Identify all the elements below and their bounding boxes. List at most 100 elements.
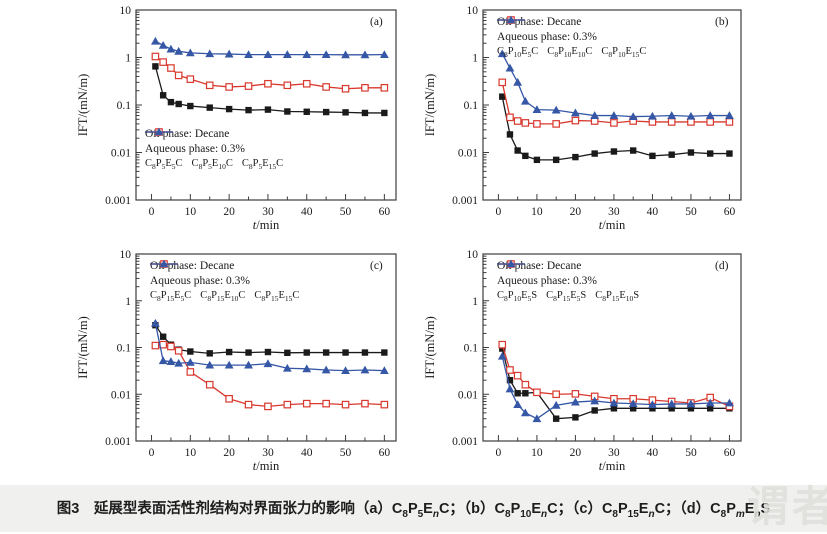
y-axis-label: IFT/(mN/m) [423, 74, 437, 137]
series-filled-square [499, 93, 733, 164]
legend-label: C8P5E5C [145, 158, 183, 172]
series-filled-triangle [497, 49, 734, 120]
inset-block: Oil phase: Decane Aqueous phase: 0.3% C8P1… [497, 15, 646, 59]
legend-marker-filled-triangle [145, 127, 173, 136]
legend-label: C8P15E10C [200, 290, 246, 304]
aqueous-phase-text: Aqueous phase: 0.3% [150, 274, 250, 287]
oil-phase-text: Oil phase: Decane [497, 16, 582, 28]
chart-canvas: 0 10 20 30 40 50 60 10 1 0.1 0.01 0.001 t/min IFT/(mN… [76, 5, 397, 232]
legend-label: C8P15E10S [595, 290, 640, 304]
x-axis-label: t/min [599, 218, 626, 232]
svg-text:20: 20 [223, 206, 235, 218]
aqueous-phase-text: Aqueous phase: 0.3% [497, 274, 597, 287]
panel-label: (d) [715, 260, 729, 272]
svg-text:10: 10 [467, 5, 479, 17]
aqueous-phase-text: Aqueous phase: 0.3% [497, 30, 597, 43]
aqueous-phase-text: Aqueous phase: 0.3% [145, 142, 245, 155]
svg-text:50: 50 [340, 447, 352, 459]
legend-marker-filled-triangle [497, 259, 525, 268]
oil-phase-text: Oil phase: Decane [145, 128, 230, 140]
legend-entry: C8P15E15C [150, 259, 299, 303]
chart-canvas: 0 10 20 30 40 50 60 10 1 0.1 0.01 0.001 t/min IFT/(mN… [76, 249, 397, 473]
legend-entry: C8P5E10C [145, 128, 233, 171]
svg-text:1: 1 [125, 53, 131, 65]
chart-canvas: 0 10 20 30 40 50 60 10 1 0.1 0.01 0.001 t/min IFT/(mN… [423, 5, 742, 232]
inset-block: Oil phase: Decane Aqueous phase: 0.3% C8P1… [497, 259, 639, 303]
legend: C8P10E5S C8P15E5S C8P15E10S [497, 259, 640, 304]
svg-text:60: 60 [379, 206, 391, 218]
svg-text:0.1: 0.1 [464, 100, 479, 112]
svg-text:1: 1 [472, 296, 478, 308]
series-filled-triangle [151, 36, 389, 59]
svg-text:30: 30 [262, 206, 274, 218]
svg-text:60: 60 [724, 206, 736, 218]
svg-text:0.001: 0.001 [105, 195, 131, 207]
svg-text:1: 1 [125, 296, 131, 308]
subplot-c: 0 10 20 30 40 50 60 10 1 0.1 0.01 0.001 t/min IFT/(mN… [0, 242, 414, 485]
svg-text:30: 30 [608, 447, 620, 459]
series-open-square [498, 340, 734, 411]
legend-label: C8P10E5S [497, 290, 538, 304]
svg-text:60: 60 [724, 447, 736, 459]
svg-text:0.001: 0.001 [452, 436, 478, 448]
legend-entry: C8P5E15C [145, 127, 283, 171]
svg-text:60: 60 [379, 447, 391, 459]
svg-text:40: 40 [301, 447, 313, 459]
subplot-b: 0 10 20 30 40 50 60 10 1 0.1 0.01 0.001 t/min IFT/(mN… [413, 0, 827, 242]
svg-text:0.1: 0.1 [464, 343, 479, 355]
legend-entry: C8P10E5C [497, 16, 539, 60]
legend-entry: C8P5E5C [145, 128, 183, 172]
x-axis-label: t/min [253, 459, 280, 473]
legend-entry: C8P10E15C [497, 15, 647, 60]
legend-entry: C8P10E10C [497, 16, 593, 60]
panel-label: (c) [370, 260, 383, 272]
svg-text:0.1: 0.1 [117, 343, 132, 355]
legend-entry: C8P15E5C [150, 260, 192, 304]
svg-text:0.1: 0.1 [117, 100, 132, 112]
panel-label: (b) [715, 16, 729, 28]
svg-text:10: 10 [185, 206, 197, 218]
panel-label: (a) [370, 16, 383, 28]
legend-label: C8P15E5S [546, 290, 587, 304]
svg-text:0.01: 0.01 [458, 148, 478, 160]
svg-text:10: 10 [531, 447, 543, 459]
svg-text:0.01: 0.01 [111, 148, 131, 160]
series-filled-square [152, 321, 388, 357]
legend-label: C8P10E10C [547, 46, 593, 60]
svg-text:20: 20 [223, 447, 235, 459]
svg-text:0.01: 0.01 [458, 389, 478, 401]
svg-text:20: 20 [570, 206, 582, 218]
series-open-square [151, 340, 389, 411]
inset-block: Oil phase: Decane Aqueous phase: 0.3% C8P5… [145, 127, 283, 171]
subplot-a: 0 10 20 30 40 50 60 10 1 0.1 0.01 0.001 t/min IFT/(mN… [0, 0, 414, 242]
svg-text:10: 10 [120, 249, 132, 261]
legend: C8P15E5C C8P15E10C C8P15E15C [150, 259, 299, 304]
svg-text:0.001: 0.001 [452, 195, 478, 207]
legend-label: C8P10E15C [601, 46, 647, 60]
series-filled-triangle [497, 351, 734, 423]
plots-grid: 0 10 20 30 40 50 60 10 1 0.1 0.01 0.001 t/min IFT/(mN… [0, 0, 827, 485]
oil-phase-text: Oil phase: Decane [497, 260, 582, 272]
y-axis-label: IFT/(mN/m) [423, 316, 437, 379]
svg-text:10: 10 [531, 206, 543, 218]
series-open-square [151, 52, 389, 93]
svg-text:10: 10 [185, 447, 197, 459]
svg-text:0.01: 0.01 [111, 389, 131, 401]
svg-text:0.001: 0.001 [105, 436, 131, 448]
series-open-square [498, 78, 734, 128]
caption-text: 图3 延展型表面活性剂结构对界面张力的影响（a）C8P5EnC；（b）C8P10… [56, 501, 771, 520]
legend-label: C8P15E5C [150, 290, 192, 304]
subplot-d: 0 10 20 30 40 50 60 10 1 0.1 0.01 0.001 t/min IFT/(mN… [413, 242, 827, 485]
legend: C8P5E5C C8P5E10C C8P5E15C [145, 127, 283, 172]
legend-label: C8P10E5C [497, 46, 539, 60]
svg-text:0: 0 [149, 206, 155, 218]
series-filled-triangle [151, 318, 389, 375]
svg-text:0: 0 [149, 447, 155, 459]
inset-block: Oil phase: Decane Aqueous phase: 0.3% C8P1… [150, 259, 299, 303]
figure-caption: 图3 延展型表面活性剂结构对界面张力的影响（a）C8P5EnC；（b）C8P10… [0, 485, 827, 532]
y-axis-label: IFT/(mN/m) [76, 74, 90, 137]
legend: C8P10E5C C8P10E10C C8P10E15C [497, 15, 647, 60]
svg-text:30: 30 [608, 206, 620, 218]
series-filled-square [152, 63, 388, 117]
svg-text:10: 10 [467, 249, 479, 261]
